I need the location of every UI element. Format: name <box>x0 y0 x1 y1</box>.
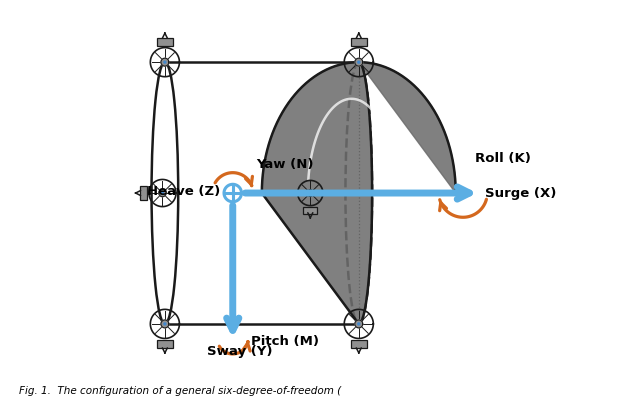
Text: Fig. 1.  The configuration of a general six-degree-of-freedom (: Fig. 1. The configuration of a general s… <box>19 386 341 396</box>
Text: Roll (K): Roll (K) <box>475 152 531 165</box>
Polygon shape <box>310 192 311 194</box>
Polygon shape <box>159 189 166 197</box>
Polygon shape <box>351 340 367 348</box>
Polygon shape <box>262 62 456 324</box>
Polygon shape <box>161 58 169 66</box>
Polygon shape <box>355 58 363 66</box>
Polygon shape <box>164 61 166 63</box>
Polygon shape <box>157 340 173 348</box>
Polygon shape <box>358 61 360 63</box>
Polygon shape <box>355 320 363 328</box>
Ellipse shape <box>152 62 178 324</box>
Text: Pitch (M): Pitch (M) <box>251 335 319 348</box>
Polygon shape <box>157 38 173 46</box>
Polygon shape <box>303 207 317 214</box>
Polygon shape <box>164 323 166 325</box>
Polygon shape <box>358 323 360 325</box>
Polygon shape <box>351 38 367 46</box>
Polygon shape <box>140 185 147 201</box>
Polygon shape <box>161 320 169 328</box>
Text: Yaw (N): Yaw (N) <box>256 158 314 171</box>
Text: Sway (Y): Sway (Y) <box>207 345 273 358</box>
Polygon shape <box>307 189 314 197</box>
Polygon shape <box>161 192 163 194</box>
Text: Heave (Z): Heave (Z) <box>147 185 221 197</box>
Text: Surge (X): Surge (X) <box>485 187 556 199</box>
